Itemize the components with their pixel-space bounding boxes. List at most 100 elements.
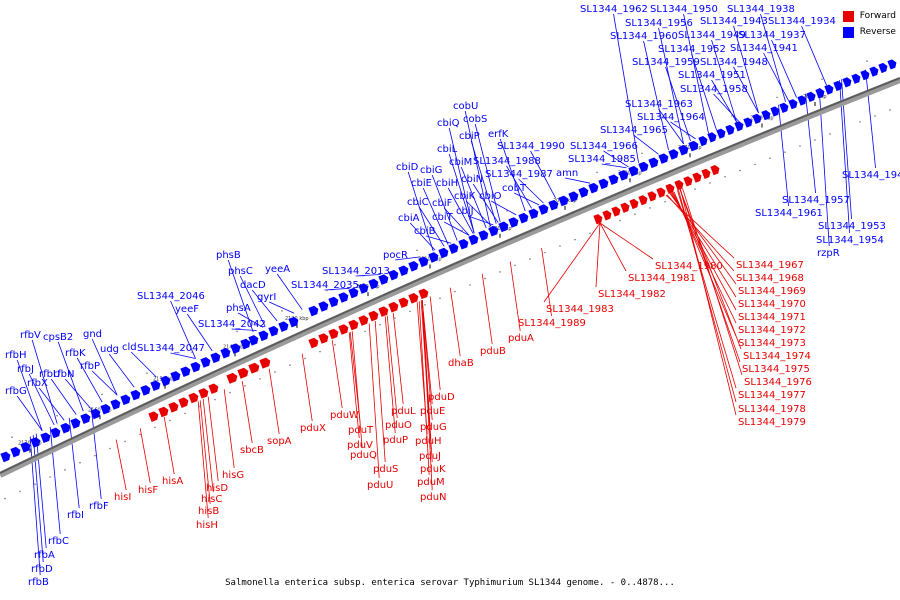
reverse-gene-arrow[interactable] — [869, 65, 880, 77]
forward-gene-label[interactable]: pduW — [330, 410, 359, 421]
reverse-gene-label[interactable]: cbiB — [414, 226, 436, 237]
forward-gene-label[interactable]: SL1344_1971 — [738, 312, 806, 323]
reverse-gene-label[interactable]: rfbH — [5, 350, 27, 361]
reverse-gene-arrow[interactable] — [10, 446, 22, 458]
reverse-gene-label[interactable]: SL1344_2013 — [322, 266, 390, 277]
forward-gene-arrow[interactable] — [328, 328, 340, 340]
forward-gene-label[interactable]: pduL — [391, 406, 416, 417]
reverse-gene-label[interactable]: SL1344_1988 — [473, 156, 541, 167]
forward-gene-arrow[interactable] — [692, 171, 703, 183]
reverse-gene-arrow[interactable] — [788, 98, 799, 110]
reverse-gene-arrow[interactable] — [30, 436, 42, 448]
forward-gene-arrow[interactable] — [683, 175, 694, 187]
reverse-gene-label[interactable]: cbiE — [411, 178, 432, 189]
forward-gene-label[interactable]: SL1344_1969 — [738, 286, 806, 297]
reverse-gene-arrow[interactable] — [478, 229, 490, 241]
forward-gene-arrow[interactable] — [259, 357, 272, 369]
reverse-gene-arrow[interactable] — [278, 320, 290, 332]
reverse-gene-label[interactable]: SL1344_1950 — [650, 4, 718, 15]
reverse-gene-label[interactable]: SL1344_1937 — [738, 30, 806, 41]
reverse-gene-label[interactable]: SL1344_1960 — [610, 31, 678, 42]
reverse-gene-label[interactable]: rfbP — [80, 361, 100, 372]
reverse-gene-arrow[interactable] — [608, 173, 620, 185]
forward-gene-label[interactable]: hisH — [196, 520, 218, 531]
forward-gene-label[interactable]: pduH — [415, 436, 442, 447]
forward-gene-arrow[interactable] — [178, 396, 190, 408]
reverse-gene-label[interactable]: SL1344_1954 — [816, 235, 884, 246]
reverse-gene-arrow[interactable] — [348, 287, 360, 299]
reverse-gene-label[interactable]: SL1344_1964 — [637, 112, 705, 123]
reverse-gene-label[interactable]: SL1344_1959 — [632, 57, 700, 68]
reverse-gene-arrow[interactable] — [658, 152, 670, 164]
reverse-gene-label[interactable]: yeeF — [175, 304, 199, 315]
forward-gene-arrow[interactable] — [158, 406, 170, 418]
reverse-gene-arrow[interactable] — [190, 361, 202, 373]
forward-gene-arrow[interactable] — [710, 164, 721, 176]
forward-gene-label[interactable]: pduG — [420, 422, 447, 433]
reverse-gene-label[interactable]: cbiT — [432, 212, 454, 223]
reverse-gene-label[interactable]: gnd — [83, 329, 102, 340]
forward-gene-label[interactable]: pduX — [300, 423, 326, 434]
reverse-gene-arrow[interactable] — [308, 305, 320, 317]
forward-gene-label[interactable]: SL1344_1989 — [518, 318, 586, 329]
reverse-gene-label[interactable]: rzpR — [817, 248, 840, 259]
forward-gene-arrow[interactable] — [368, 310, 380, 322]
reverse-gene-arrow[interactable] — [716, 127, 727, 139]
reverse-gene-label[interactable]: cbiP — [459, 131, 480, 142]
forward-gene-arrow[interactable] — [611, 205, 622, 217]
reverse-gene-arrow[interactable] — [358, 282, 370, 294]
reverse-gene-label[interactable]: rfbF — [89, 501, 109, 512]
forward-gene-label[interactable]: hisD — [206, 483, 228, 494]
reverse-gene-arrow[interactable] — [528, 207, 540, 220]
reverse-gene-arrow[interactable] — [761, 109, 772, 121]
reverse-gene-arrow[interactable] — [707, 131, 718, 143]
forward-gene-label[interactable]: SL1344_1973 — [738, 338, 806, 349]
reverse-gene-arrow[interactable] — [851, 73, 862, 84]
reverse-gene-arrow[interactable] — [398, 264, 410, 277]
reverse-gene-arrow[interactable] — [100, 403, 112, 415]
forward-gene-arrow[interactable] — [674, 179, 685, 191]
reverse-gene-label[interactable]: udg — [100, 344, 119, 355]
reverse-gene-arrow[interactable] — [668, 148, 680, 160]
reverse-gene-label[interactable]: SL1344_2042 — [198, 319, 266, 330]
reverse-gene-arrow[interactable] — [648, 156, 660, 169]
forward-gene-arrow[interactable] — [620, 202, 631, 213]
reverse-gene-arrow[interactable] — [268, 325, 280, 337]
reverse-gene-arrow[interactable] — [60, 422, 72, 434]
forward-gene-label[interactable]: pduV — [347, 440, 373, 451]
forward-gene-label[interactable]: pduE — [420, 406, 445, 417]
reverse-gene-label[interactable]: SL1344_2047 — [137, 343, 205, 354]
reverse-gene-label[interactable]: cobT — [502, 183, 527, 194]
forward-gene-label[interactable]: hisB — [198, 506, 219, 517]
reverse-gene-label[interactable]: cbiH — [436, 178, 458, 189]
forward-gene-label[interactable]: pduK — [420, 464, 446, 475]
reverse-gene-arrow[interactable] — [638, 161, 650, 173]
reverse-gene-arrow[interactable] — [140, 384, 152, 396]
forward-gene-arrow[interactable] — [638, 194, 649, 206]
reverse-gene-arrow[interactable] — [170, 370, 182, 382]
forward-gene-label[interactable]: SL1344_1977 — [738, 390, 806, 401]
forward-gene-arrow[interactable] — [408, 292, 420, 304]
reverse-gene-label[interactable]: rfbK — [65, 348, 86, 359]
reverse-gene-label[interactable]: cbiQ — [437, 118, 460, 129]
reverse-gene-label[interactable]: cbiA — [398, 213, 420, 224]
forward-gene-label[interactable]: SL1344_1983 — [546, 304, 614, 315]
reverse-gene-arrow[interactable] — [318, 300, 330, 312]
reverse-gene-label[interactable]: cbiG — [420, 165, 442, 176]
reverse-gene-arrow[interactable] — [887, 58, 898, 70]
forward-gene-label[interactable]: pduO — [385, 420, 412, 431]
reverse-gene-label[interactable]: cbiD — [396, 162, 419, 173]
forward-gene-label[interactable]: hisI — [114, 492, 131, 503]
forward-gene-label[interactable]: SL1344_1979 — [738, 417, 806, 428]
forward-gene-arrow[interactable] — [647, 190, 658, 202]
reverse-gene-arrow[interactable] — [815, 87, 826, 99]
forward-gene-arrow[interactable] — [208, 382, 220, 395]
reverse-gene-label[interactable]: SL1344_1956 — [625, 18, 693, 29]
reverse-gene-arrow[interactable] — [833, 80, 844, 92]
reverse-gene-label[interactable]: SL1344_1934 — [768, 16, 836, 27]
forward-gene-label[interactable]: SL1344_1975 — [742, 364, 810, 375]
forward-gene-label[interactable]: pduS — [373, 464, 398, 475]
forward-gene-arrow[interactable] — [593, 213, 604, 225]
forward-gene-arrow[interactable] — [226, 372, 239, 384]
forward-gene-arrow[interactable] — [629, 198, 640, 210]
